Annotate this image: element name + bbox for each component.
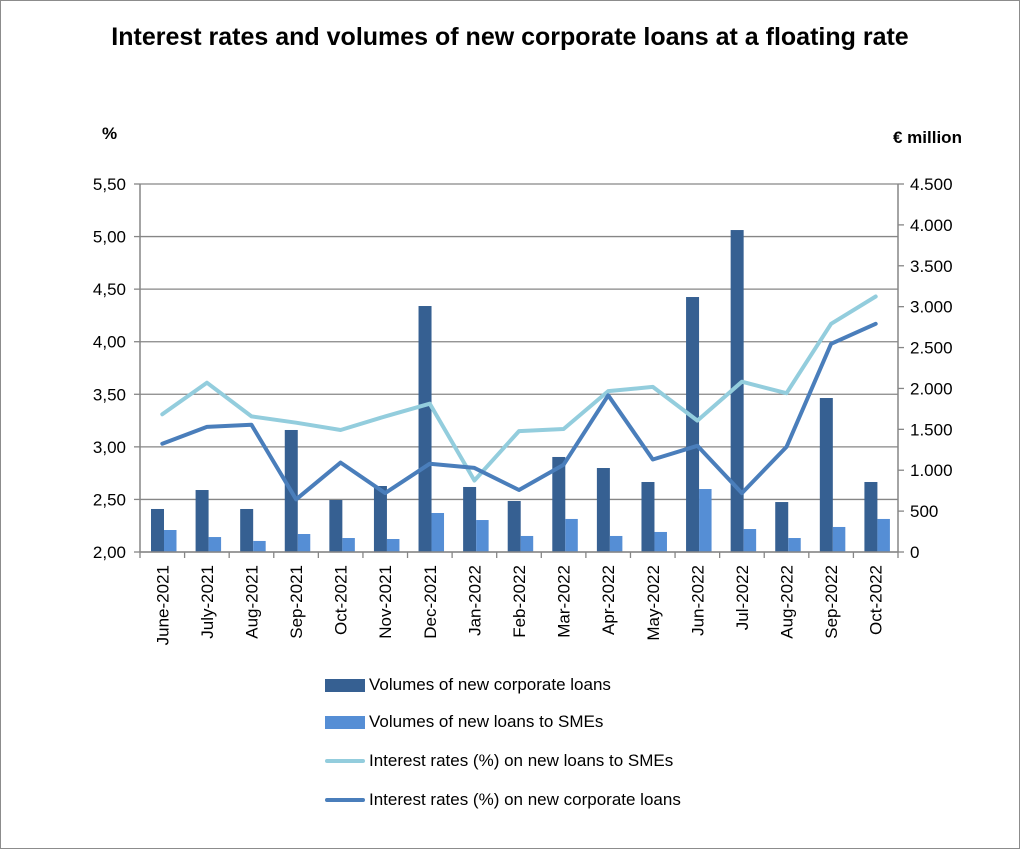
- right-axis-tick-label: 4.500: [910, 175, 953, 194]
- bar-corporate-volume: [864, 481, 878, 552]
- bar-sme-volume: [788, 538, 801, 552]
- legend-label: Interest rates (%) on new loans to SMEs: [369, 751, 674, 770]
- bar-sme-volume: [832, 526, 846, 552]
- x-axis-label: Dec-2021: [421, 565, 440, 639]
- right-axis-tick-label: 500: [910, 502, 938, 521]
- bar-corporate-volume: [819, 398, 833, 552]
- bar-corporate-volume: [686, 297, 700, 552]
- bar-sme-volume: [476, 520, 489, 552]
- legend-label: Volumes of new corporate loans: [369, 675, 611, 694]
- x-axis-label: Jul-2022: [733, 565, 752, 630]
- bar-corporate-volume: [463, 486, 477, 552]
- x-axis-label: June-2021: [153, 565, 172, 645]
- bar-sme-volume: [297, 534, 311, 552]
- right-axis-tick-label: 3.500: [910, 257, 953, 276]
- bar-corporate-volume: [507, 500, 521, 552]
- left-axis-tick-label: 2,50: [93, 490, 126, 509]
- right-axis-tick-label: 1.000: [910, 461, 953, 480]
- bar-corporate-volume: [552, 456, 566, 552]
- left-axis-tick-label: 4,00: [93, 333, 126, 352]
- legend-label: Interest rates (%) on new corporate loan…: [369, 790, 681, 809]
- legend-label: Volumes of new loans to SMEs: [369, 712, 604, 731]
- x-axis-label: July-2021: [198, 565, 217, 639]
- bar-sme-volume: [565, 518, 578, 552]
- bar-corporate-volume: [641, 481, 655, 552]
- x-axis-label: Feb-2022: [510, 565, 529, 638]
- bar-corporate-volume: [418, 306, 432, 552]
- right-axis-tick-label: 0: [910, 543, 919, 562]
- bar-sme-volume: [386, 538, 400, 552]
- right-axis-tick-label: 3.000: [910, 298, 953, 317]
- chart-title: Interest rates and volumes of new corpor…: [111, 23, 909, 51]
- x-axis-label: Oct-2022: [867, 565, 886, 635]
- left-axis-tick-label: 5,50: [93, 175, 126, 194]
- left-axis-tick-label: 5,00: [93, 228, 126, 247]
- right-axis-tick-label: 4.000: [910, 216, 953, 235]
- legend-item: Volumes of new loans to SMEs: [325, 712, 603, 732]
- bar-corporate-volume: [730, 230, 744, 552]
- legend-bar-swatch: [325, 715, 365, 729]
- x-axis-label: Mar-2022: [555, 565, 574, 638]
- bar-sme-volume: [654, 531, 667, 552]
- left-axis-tick-label: 2,00: [93, 543, 126, 562]
- line-corporate-interest-rate: [160, 321, 878, 502]
- legend-item: Interest rates (%) on new corporate loan…: [325, 790, 681, 810]
- bar-corporate-volume: [775, 502, 789, 552]
- bar-sme-volume: [164, 530, 177, 552]
- left-axis-tick-label: 3,00: [93, 438, 126, 457]
- left-axis-tick-label: 3,50: [93, 385, 126, 404]
- bar-sme-volume: [699, 489, 712, 552]
- bar-corporate-volume: [596, 468, 610, 552]
- bar-sme-volume: [743, 529, 757, 552]
- legend-line-swatch: [325, 759, 365, 763]
- bar-corporate-volume: [151, 508, 164, 552]
- x-axis-label: Jun-2022: [688, 565, 707, 636]
- bar-corporate-volume: [240, 508, 254, 552]
- bar-corporate-volume: [195, 490, 209, 552]
- x-axis-label: Nov-2021: [376, 565, 395, 639]
- bar-sme-volume: [253, 540, 266, 552]
- legend-item: Volumes of new corporate loans: [325, 675, 611, 695]
- legend-line-swatch: [325, 798, 365, 802]
- bar-sme-volume: [609, 535, 623, 552]
- x-axis-label: Oct-2021: [332, 565, 351, 635]
- bar-sme-volume: [520, 535, 534, 552]
- x-axis-label: Jan-2022: [465, 565, 484, 636]
- bar-corporate-volume: [329, 499, 343, 552]
- bar-sme-volume: [208, 537, 222, 552]
- x-axis-label: Sep-2021: [287, 565, 306, 639]
- legend-item: Interest rates (%) on new loans to SMEs: [325, 751, 673, 771]
- bar-sme-volume: [342, 538, 355, 552]
- x-axis-label: Sep-2022: [822, 565, 841, 639]
- bar-sme-volume: [431, 512, 445, 552]
- bar-corporate-volume: [373, 486, 387, 552]
- x-axis-label: May-2022: [644, 565, 663, 641]
- left-axis-unit: %: [102, 124, 118, 143]
- right-axis-tick-label: 2.000: [910, 379, 953, 398]
- x-axis-label: Apr-2022: [599, 565, 618, 635]
- bar-sme-volume: [877, 518, 890, 552]
- x-axis-label: Aug-2021: [242, 565, 261, 639]
- right-axis-tick-label: 1.500: [910, 420, 953, 439]
- left-axis-tick-label: 4,50: [93, 280, 126, 299]
- right-axis-tick-label: 2.500: [910, 339, 953, 358]
- right-axis-unit: € million: [893, 128, 962, 147]
- x-axis-label: Aug-2022: [778, 565, 797, 639]
- legend-bar-swatch: [325, 678, 365, 692]
